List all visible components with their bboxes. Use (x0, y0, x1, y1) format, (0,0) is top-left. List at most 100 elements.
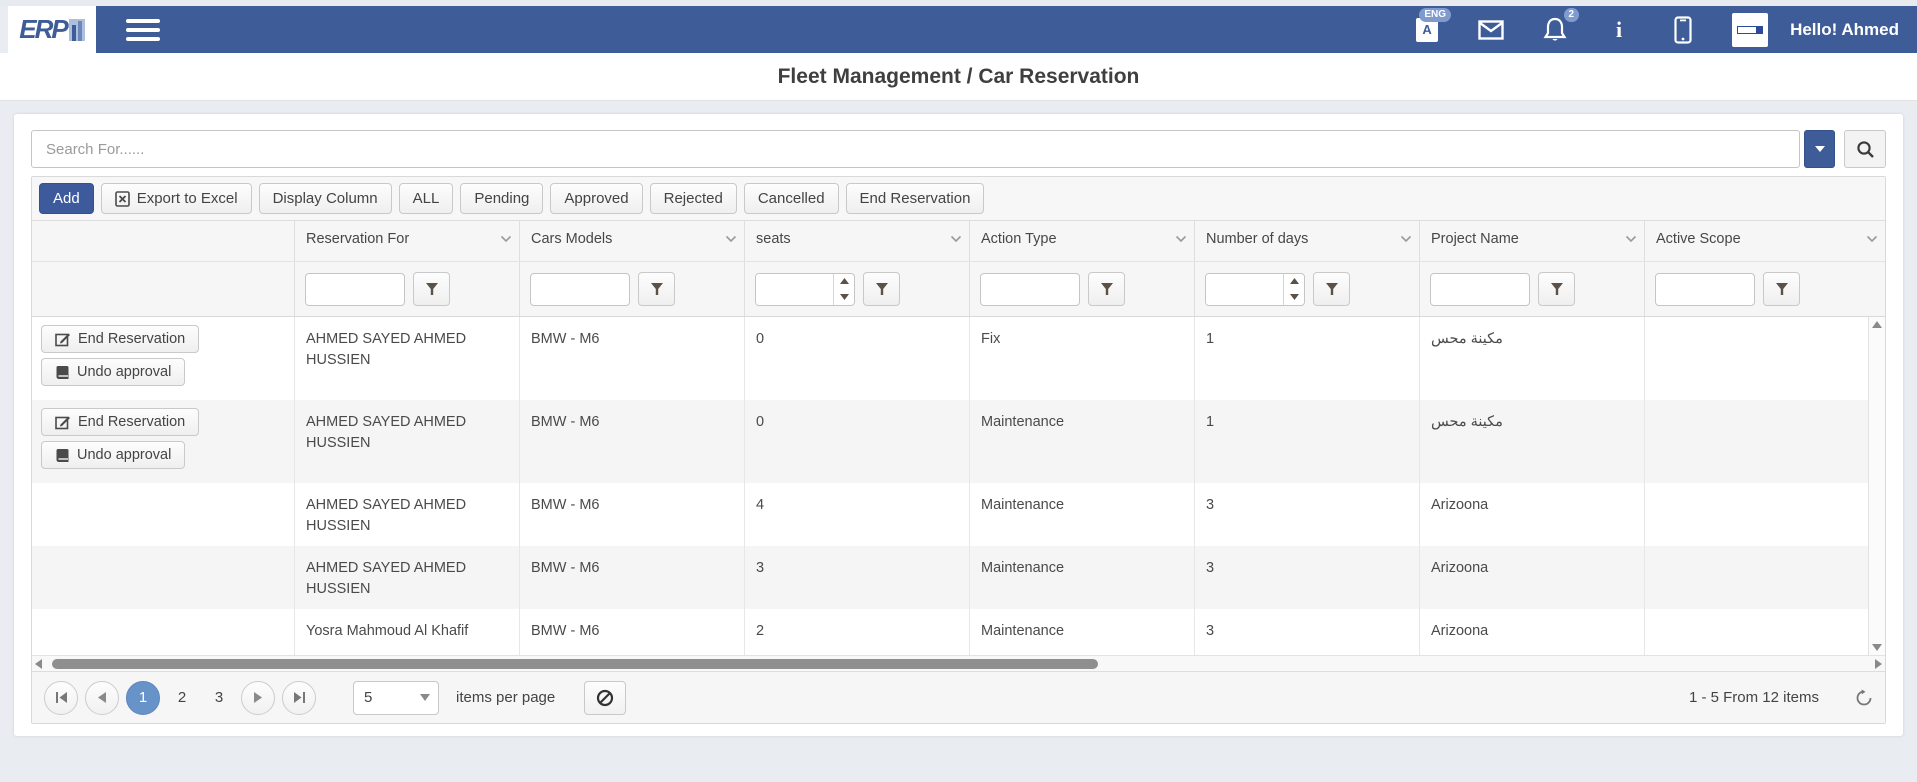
filter-menu-button[interactable] (413, 272, 450, 306)
funnel-icon (1100, 282, 1114, 296)
page-title: Fleet Management / Car Reservation (778, 65, 1140, 89)
button-label: Undo approval (77, 364, 171, 380)
header-active-scope[interactable]: Active Scope (1644, 221, 1885, 261)
mobile-app-button[interactable] (1668, 15, 1698, 45)
display-column-button[interactable]: Display Column (259, 183, 392, 214)
page-button-current[interactable]: 1 (126, 681, 160, 715)
scroll-left-icon[interactable] (35, 659, 42, 669)
header-project-name[interactable]: Project Name (1419, 221, 1644, 261)
filter-actions (32, 262, 294, 316)
spinner-down-icon[interactable] (1284, 289, 1304, 305)
cell-reservation-for: AHMED SAYED AHMED HUSSIEN (294, 483, 519, 546)
last-page-button[interactable] (282, 681, 316, 715)
spinner-up-icon[interactable] (1284, 274, 1304, 290)
cell-number-of-days: 3 (1194, 609, 1419, 655)
scrollbar-thumb[interactable] (52, 659, 1098, 669)
filter-tab-end-reservation[interactable]: End Reservation (846, 183, 985, 214)
filter-tab-cancelled[interactable]: Cancelled (744, 183, 839, 214)
filter-input-reservation-for[interactable] (305, 273, 405, 306)
header-number-of-days[interactable]: Number of days (1194, 221, 1419, 261)
column-menu-icon[interactable] (1400, 235, 1412, 243)
header-label: Active Scope (1656, 231, 1741, 247)
logo-building-icon (69, 19, 85, 41)
header-action-type[interactable]: Action Type (969, 221, 1194, 261)
scroll-down-icon[interactable] (1872, 644, 1882, 651)
column-menu-icon[interactable] (500, 235, 512, 243)
filter-number-of-days (1194, 262, 1419, 316)
filter-input-project-name[interactable] (1430, 273, 1530, 306)
column-menu-icon[interactable] (1625, 235, 1637, 243)
search-options-dropdown[interactable] (1804, 130, 1835, 168)
export-excel-label: Export to Excel (137, 190, 238, 207)
caret-down-icon (420, 694, 430, 701)
table-row: AHMED SAYED AHMED HUSSIEN BMW - M6 4 Mai… (32, 483, 1868, 546)
vertical-scrollbar[interactable] (1868, 317, 1885, 655)
cell-cars-models: BMW - M6 (519, 546, 744, 609)
end-reservation-button[interactable]: End Reservation (41, 325, 199, 353)
info-button[interactable]: i (1604, 15, 1634, 45)
header-reservation-for[interactable]: Reservation For (294, 221, 519, 261)
pager-info: 1 - 5 From 12 items (1689, 689, 1873, 707)
spinner-down-icon[interactable] (834, 289, 854, 305)
cancel-filters-button[interactable] (584, 681, 626, 715)
scroll-right-icon[interactable] (1875, 659, 1882, 669)
page-button-3[interactable]: 3 (204, 689, 234, 706)
app-logo[interactable]: ERP (8, 6, 96, 53)
header-label: Cars Models (531, 231, 612, 247)
language-badge: ENG (1419, 8, 1451, 22)
filter-input-action-type[interactable] (980, 273, 1080, 306)
filter-menu-button[interactable] (638, 272, 675, 306)
next-page-button[interactable] (241, 681, 275, 715)
prev-page-button[interactable] (85, 681, 119, 715)
funnel-icon (425, 282, 439, 296)
filter-input-active-scope[interactable] (1655, 273, 1755, 306)
edit-icon (55, 415, 71, 430)
filter-tab-all[interactable]: ALL (399, 183, 454, 214)
filter-tab-pending[interactable]: Pending (460, 183, 543, 214)
filter-input-seats[interactable] (756, 274, 833, 305)
grid-body: End Reservation Undo approval AHMED SAYE… (32, 317, 1885, 655)
messages-button[interactable] (1476, 15, 1506, 45)
cell-action-type: Maintenance (969, 546, 1194, 609)
notifications-button[interactable]: 2 (1540, 15, 1570, 45)
column-menu-icon[interactable] (950, 235, 962, 243)
filter-input-number-of-days[interactable] (1206, 274, 1283, 305)
page-button-2[interactable]: 2 (167, 689, 197, 706)
cell-active-scope (1644, 546, 1868, 609)
filter-tab-rejected[interactable]: Rejected (650, 183, 737, 214)
undo-approval-button[interactable]: Undo approval (41, 441, 185, 469)
user-avatar[interactable] (1732, 13, 1768, 47)
column-menu-icon[interactable] (725, 235, 737, 243)
filter-menu-button[interactable] (1088, 272, 1125, 306)
search-input[interactable] (31, 130, 1800, 168)
export-excel-button[interactable]: Export to Excel (101, 183, 252, 214)
column-menu-icon[interactable] (1866, 235, 1878, 243)
filter-menu-button[interactable] (1313, 272, 1350, 306)
column-menu-icon[interactable] (1175, 235, 1187, 243)
end-reservation-button[interactable]: End Reservation (41, 408, 199, 436)
header-label: Project Name (1431, 231, 1519, 247)
grid-toolbar: Add Export to Excel Display Column ALL P… (32, 177, 1885, 221)
refresh-button[interactable] (1855, 689, 1873, 707)
cell-cars-models: BMW - M6 (519, 609, 744, 655)
filter-input-cars-models[interactable] (530, 273, 630, 306)
filter-menu-button[interactable] (1763, 272, 1800, 306)
language-switcher[interactable]: A ENG (1412, 15, 1442, 45)
search-button[interactable] (1844, 130, 1886, 168)
filter-menu-button[interactable] (1538, 272, 1575, 306)
spinner-up-icon[interactable] (834, 274, 854, 290)
menu-toggle-icon[interactable] (126, 14, 160, 46)
funnel-icon (1775, 282, 1789, 296)
undo-approval-button[interactable]: Undo approval (41, 358, 185, 386)
scroll-up-icon[interactable] (1872, 321, 1882, 328)
add-button[interactable]: Add (39, 183, 94, 214)
content-panel: Add Export to Excel Display Column ALL P… (14, 114, 1903, 736)
header-cars-models[interactable]: Cars Models (519, 221, 744, 261)
horizontal-scrollbar[interactable] (32, 655, 1885, 671)
first-page-button[interactable] (44, 681, 78, 715)
page-size-select[interactable]: 5 (353, 681, 439, 715)
filter-menu-button[interactable] (863, 272, 900, 306)
filter-tab-approved[interactable]: Approved (550, 183, 642, 214)
table-row: Yosra Mahmoud Al Khafif BMW - M6 2 Maint… (32, 609, 1868, 655)
header-seats[interactable]: seats (744, 221, 969, 261)
